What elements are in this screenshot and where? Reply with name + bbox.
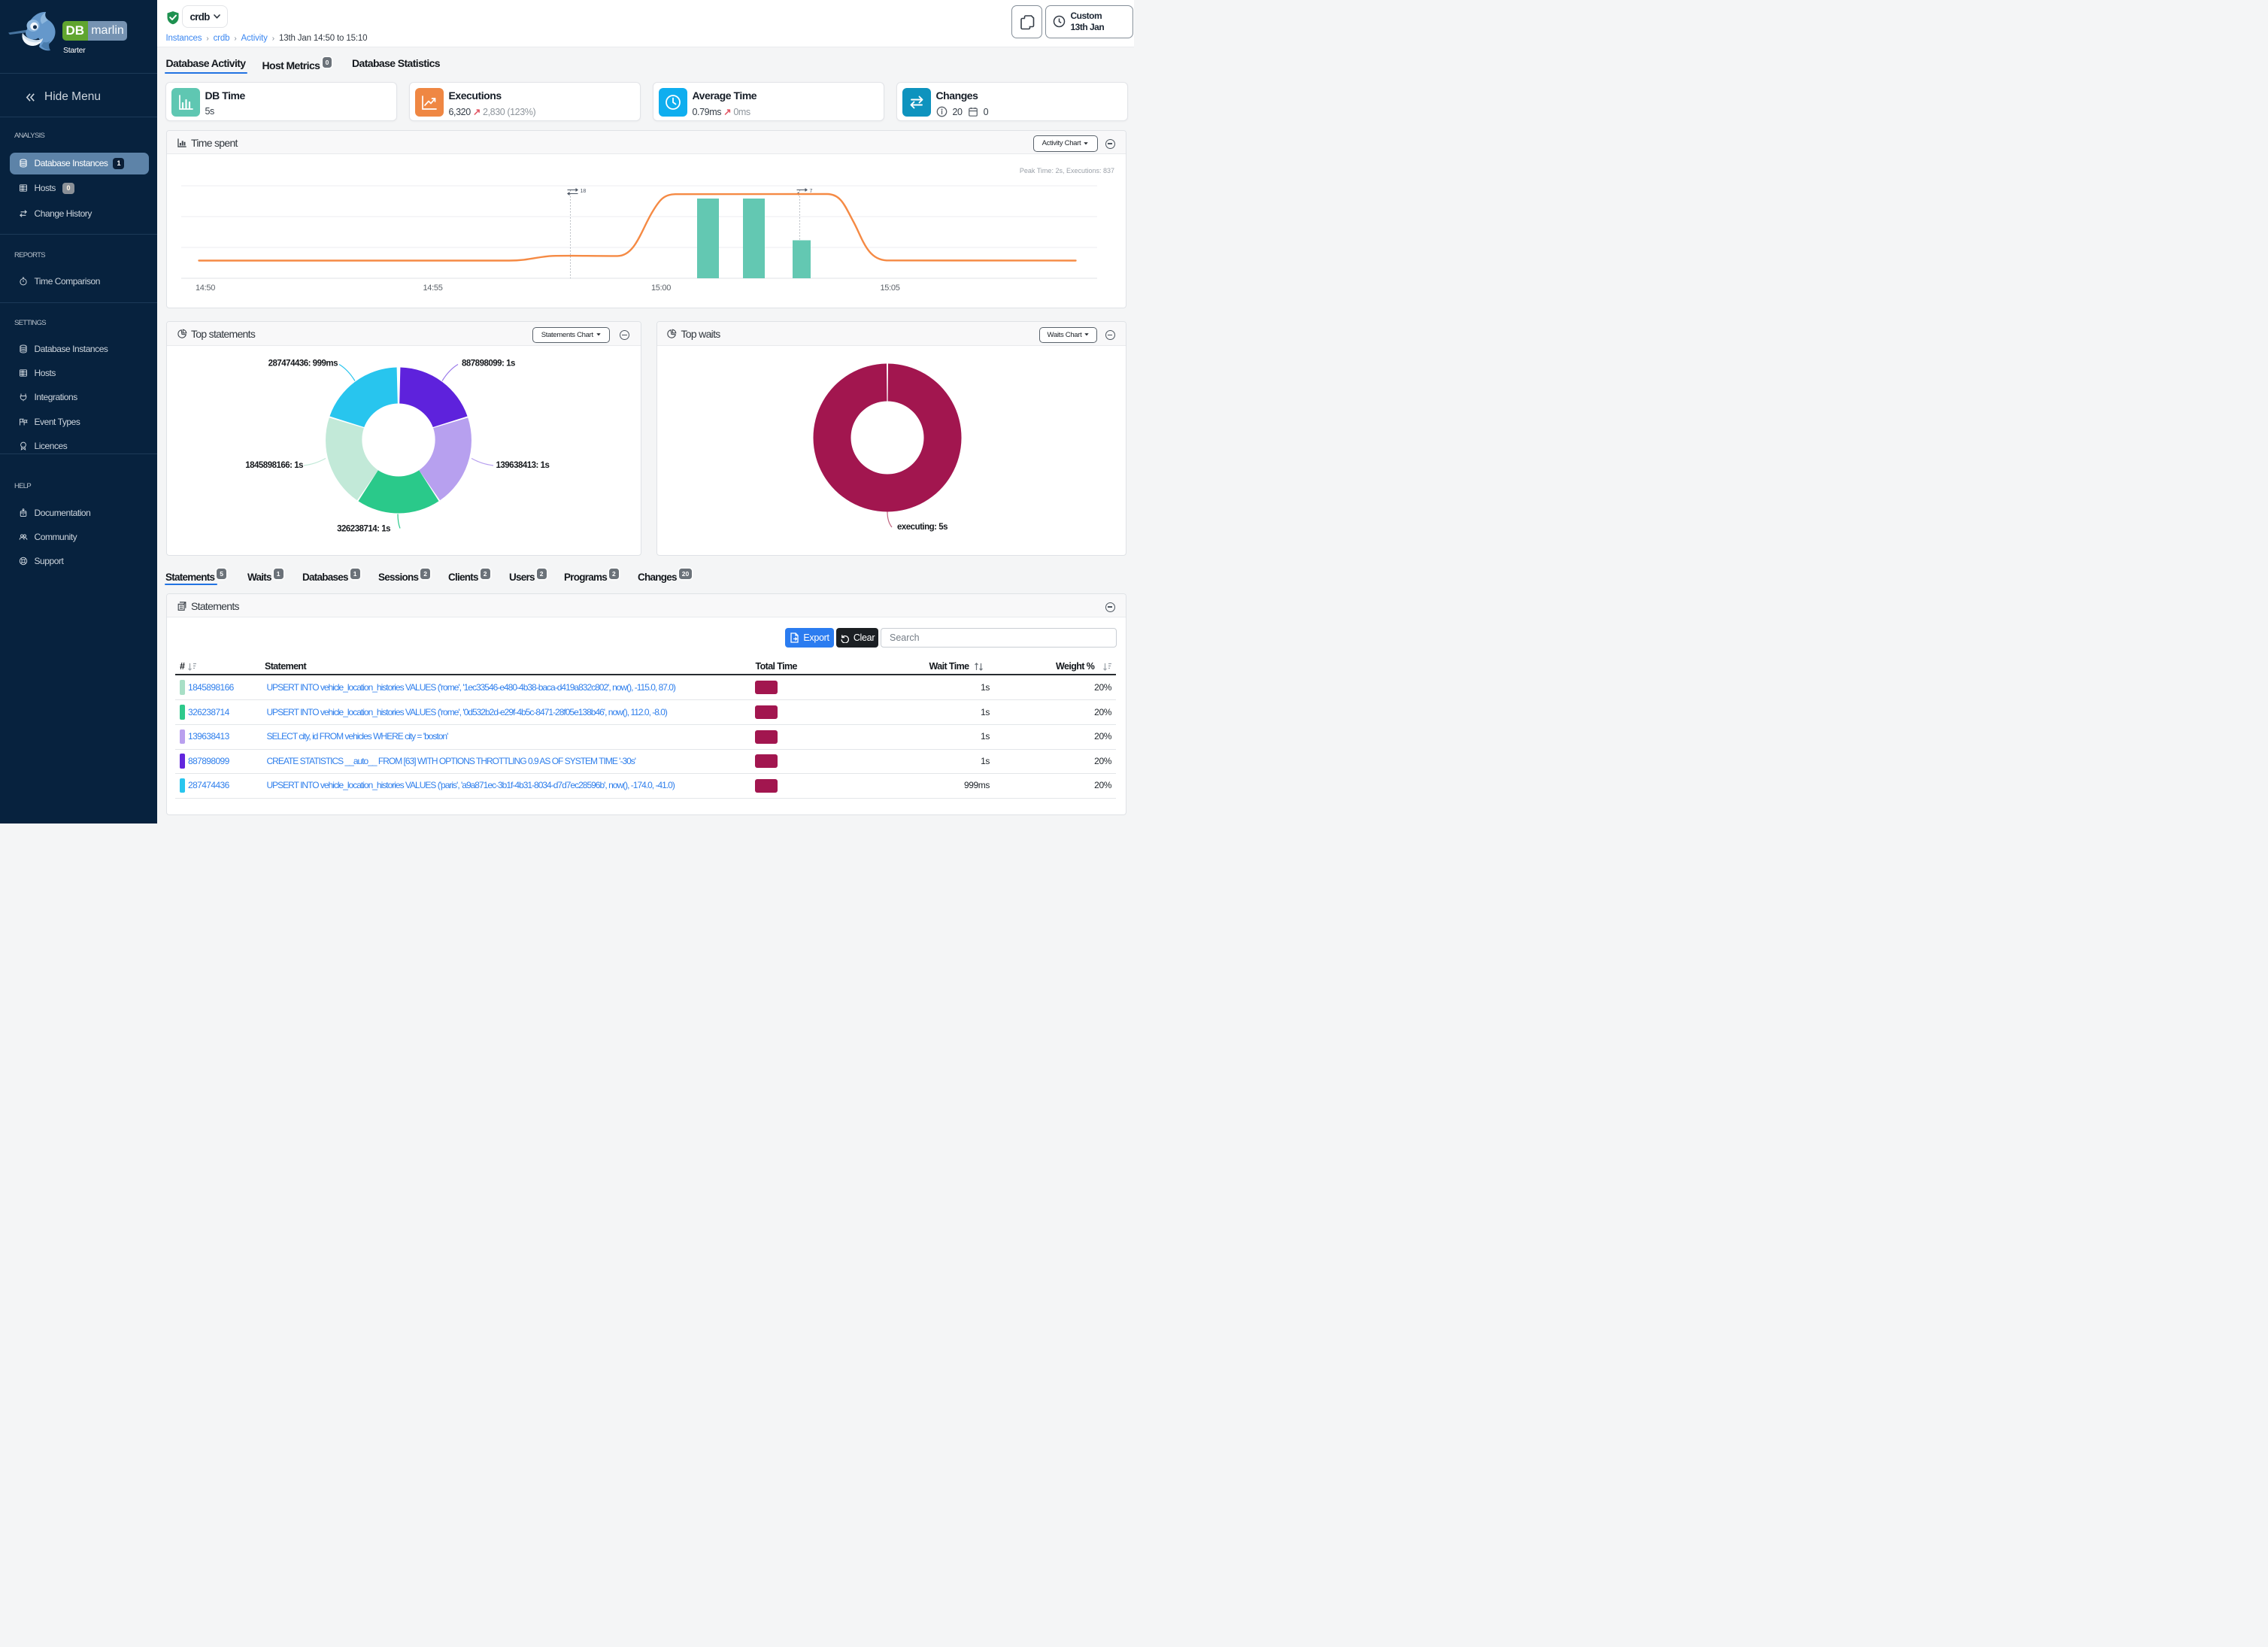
svg-text:18: 18 [581, 189, 587, 194]
svg-text:executing: 5s: executing: 5s [897, 523, 948, 532]
svg-text:326238714: 1s: 326238714: 1s [337, 524, 390, 533]
svg-text:7: 7 [810, 189, 813, 194]
svg-text:15:00: 15:00 [651, 284, 671, 293]
svg-text:1845898166: 1s: 1845898166: 1s [245, 461, 303, 470]
svg-text:15:05: 15:05 [880, 284, 899, 293]
svg-text:287474436: 999ms: 287474436: 999ms [268, 359, 338, 368]
svg-text:14:55: 14:55 [423, 284, 442, 293]
svg-text:14:50: 14:50 [196, 284, 215, 293]
svg-text:887898099: 1s: 887898099: 1s [462, 359, 515, 368]
svg-text:139638413: 1s: 139638413: 1s [496, 461, 550, 470]
